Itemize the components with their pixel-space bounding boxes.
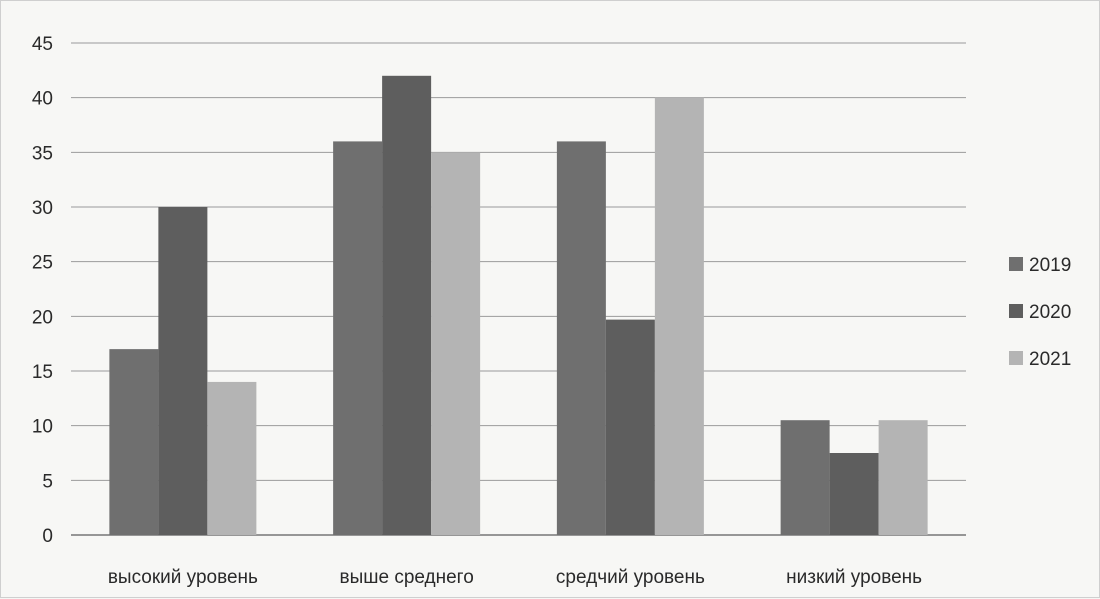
legend-swatch-2020: [1009, 304, 1023, 318]
y-axis: 0 5 10 15 20 25 30 35 40 45: [32, 34, 53, 547]
legend: 2019 2020 2021: [1009, 255, 1071, 370]
legend-label-2020: 2020: [1029, 302, 1071, 323]
y-tick-label: 45: [32, 34, 53, 55]
bars: [109, 75, 928, 536]
bar-2019-1: [333, 141, 383, 535]
bar-2019-3: [780, 420, 830, 535]
x-category-label: низкий уровень: [786, 567, 922, 588]
y-tick-label: 5: [42, 471, 53, 492]
y-tick-label: 40: [32, 89, 53, 110]
bar-2020-3: [829, 453, 879, 535]
legend-label-2021: 2021: [1029, 349, 1071, 370]
x-category-label: выше среднего: [339, 567, 473, 588]
legend-swatch-2021: [1009, 351, 1023, 365]
bar-2020-2: [605, 319, 655, 535]
x-category-label: высокий уровень: [108, 567, 258, 588]
bar-2021-0: [207, 381, 257, 535]
y-tick-label: 15: [32, 362, 53, 383]
y-tick-label: 35: [32, 143, 53, 164]
bar-2019-0: [109, 349, 159, 535]
bar-2021-3: [878, 420, 928, 535]
bar-2020-1: [382, 75, 432, 536]
bar-2020-0: [158, 207, 208, 535]
y-tick-label: 30: [32, 198, 53, 219]
bar-2019-2: [556, 141, 606, 535]
bar-2021-2: [654, 97, 704, 536]
y-tick-label: 25: [32, 253, 53, 274]
x-axis-labels: высокий уровень выше среднего средчий уров…: [108, 567, 922, 588]
x-category-label: средчий уровень: [556, 567, 705, 588]
y-tick-label: 0: [42, 526, 53, 547]
y-tick-label: 20: [32, 307, 53, 328]
legend-swatch-2019: [1009, 257, 1023, 271]
bar-2021-1: [431, 152, 481, 536]
legend-label-2019: 2019: [1029, 255, 1071, 276]
y-tick-label: 10: [32, 417, 53, 438]
